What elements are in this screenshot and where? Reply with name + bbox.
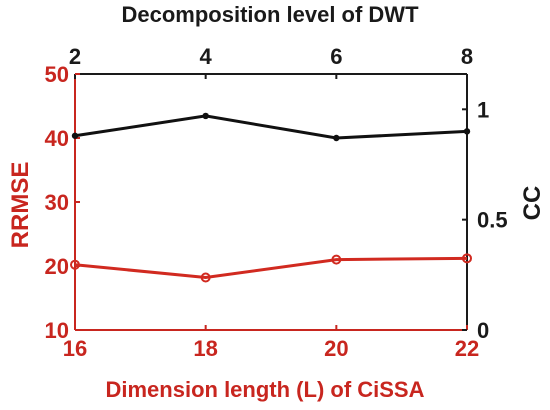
series-0-point — [462, 253, 472, 264]
series-1-point — [333, 134, 340, 142]
bottom-axis-label: Dimension length (L) of CiSSA — [106, 377, 425, 402]
series-1-point — [463, 128, 471, 135]
top-tick-label: 6 — [330, 44, 342, 69]
series-1-point — [202, 112, 209, 120]
left-axis-label: RRMSE — [7, 162, 34, 249]
series-1-point — [71, 132, 79, 139]
left-tick-label: 10 — [45, 318, 69, 343]
series-0-point — [70, 259, 80, 270]
series-layer — [70, 112, 472, 283]
left-tick-label: 40 — [45, 126, 69, 151]
top-tick-label: 4 — [200, 44, 213, 69]
bottom-tick-label: 22 — [455, 336, 479, 361]
right-axis-label: CC — [519, 186, 546, 221]
left-tick-label: 20 — [45, 254, 69, 279]
bottom-tick-label: 18 — [193, 336, 217, 361]
top-axis-label: Decomposition level of DWT — [121, 2, 419, 27]
series-0-point — [331, 254, 342, 265]
left-tick-label: 30 — [45, 190, 69, 215]
right-tick-label: 0.5 — [477, 208, 508, 233]
top-tick-label: 8 — [461, 44, 473, 69]
series-0-line — [74, 256, 468, 280]
left-tick-label: 50 — [45, 62, 69, 87]
bottom-tick-label: 20 — [324, 336, 348, 361]
right-tick-label: 0 — [477, 318, 489, 343]
top-tick-label: 2 — [69, 44, 81, 69]
right-tick-label: 1 — [477, 97, 489, 122]
series-0-point — [200, 272, 211, 283]
bottom-tick-label: 16 — [63, 336, 87, 361]
series-1-line — [74, 114, 468, 140]
